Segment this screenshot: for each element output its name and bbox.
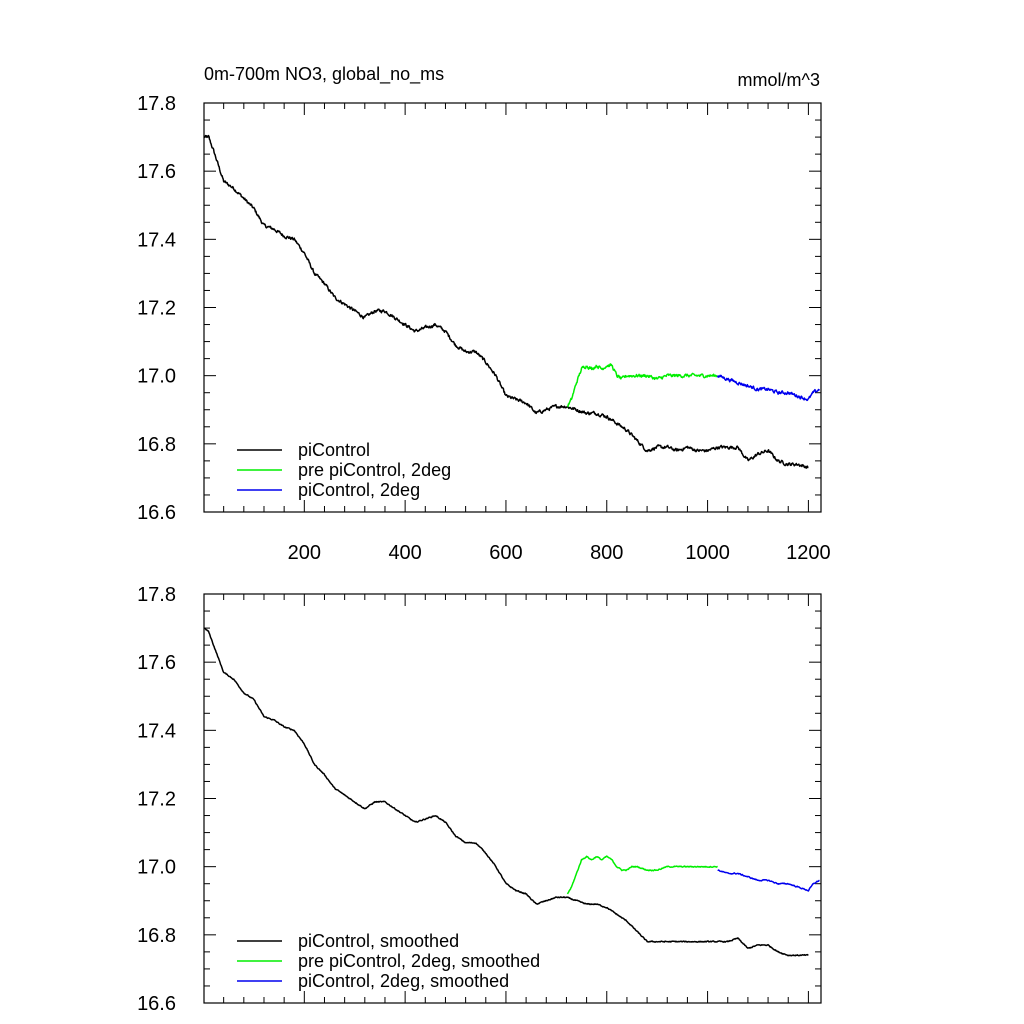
series-line-pre-picontrol-2deg <box>567 363 719 408</box>
x-tick-label: 800 <box>590 542 623 564</box>
y-tick-label: 17.0 <box>137 366 176 388</box>
legend-label: piControl, smoothed <box>298 931 459 951</box>
plot-frame <box>203 102 822 513</box>
y-tick-label: 17.2 <box>137 789 176 811</box>
x-tick-label: 200 <box>288 542 321 564</box>
series-line-pre-picontrol-2deg-smoothed <box>566 855 718 895</box>
series-line-picontrol-2deg <box>716 374 821 402</box>
y-tick-label: 16.8 <box>137 925 176 947</box>
x-tick-label: 1000 <box>685 542 730 564</box>
series-line-picontrol-2deg-smoothed <box>717 869 820 892</box>
series-line-picontrol <box>203 134 809 469</box>
y-tick-label: 16.8 <box>137 434 176 456</box>
y-tick-label: 16.6 <box>137 502 176 524</box>
x-tick-label: 1200 <box>786 542 831 564</box>
y-tick-label: 17.4 <box>137 720 176 742</box>
units-label: mmol/m^3 <box>737 70 820 90</box>
panel-2: 16.6 16.8 17.0 17.2 17.4 17.6 17.8 piControl, s… <box>137 584 822 1015</box>
y-tick-label: 17.8 <box>137 93 176 115</box>
panel-1: 16.6 16.8 17.0 17.2 17.4 17.6 17.8 200 400 600 800… <box>137 93 831 564</box>
legend-label: piControl, 2deg, smoothed <box>298 971 509 991</box>
legend-label: piControl, 2deg <box>298 480 420 500</box>
y-tick-label: 17.6 <box>137 652 176 674</box>
legend-label: piControl <box>298 440 370 460</box>
y-tick-label: 17.4 <box>137 229 176 251</box>
y-tick-label: 16.6 <box>137 993 176 1015</box>
legend-label: pre piControl, 2deg, smoothed <box>298 951 540 971</box>
x-tick-label: 600 <box>489 542 522 564</box>
legend-label: pre piControl, 2deg <box>298 460 451 480</box>
chart-title: 0m-700m NO3, global_no_ms <box>204 64 445 84</box>
y-tick-label: 17.6 <box>137 161 176 183</box>
y-tick-label: 17.0 <box>137 857 176 879</box>
y-tick-label: 17.8 <box>137 584 176 606</box>
x-tick-label: 400 <box>388 542 421 564</box>
series-line-picontrol-smoothed <box>203 627 809 957</box>
y-tick-label: 17.2 <box>137 298 176 320</box>
